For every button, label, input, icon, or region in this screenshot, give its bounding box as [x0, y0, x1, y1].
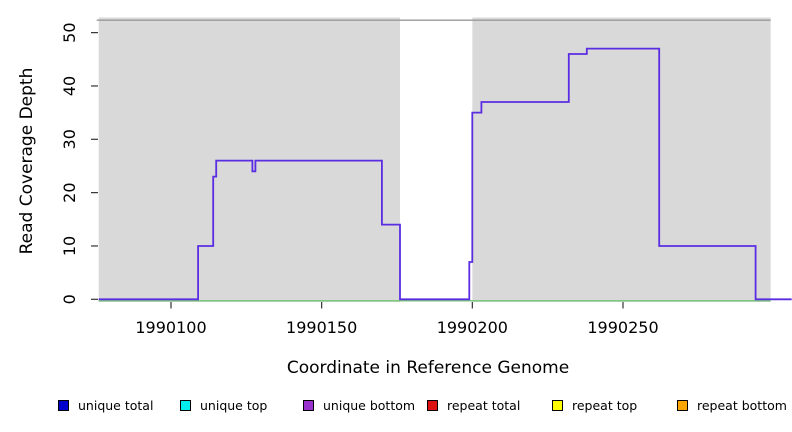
y-tick-label: 0	[60, 294, 79, 304]
y-tick-label: 20	[60, 182, 79, 202]
coverage-line	[98, 47, 792, 301]
y-axis-title: Read Coverage Depth	[17, 67, 37, 255]
x-tick-label: 1990100	[135, 318, 206, 337]
y-tick-label: 30	[60, 129, 79, 149]
y-tick-label: 50	[60, 22, 79, 42]
y-tick-label: 40	[60, 76, 79, 96]
x-tick-label: 1990150	[286, 318, 357, 337]
x-tick-label: 1990250	[587, 318, 658, 337]
shaded-region	[472, 17, 771, 302]
x-axis-title: Coordinate in Reference Genome	[286, 358, 570, 378]
y-tick-label: 10	[60, 236, 79, 256]
x-tick-label: 1990200	[437, 318, 508, 337]
